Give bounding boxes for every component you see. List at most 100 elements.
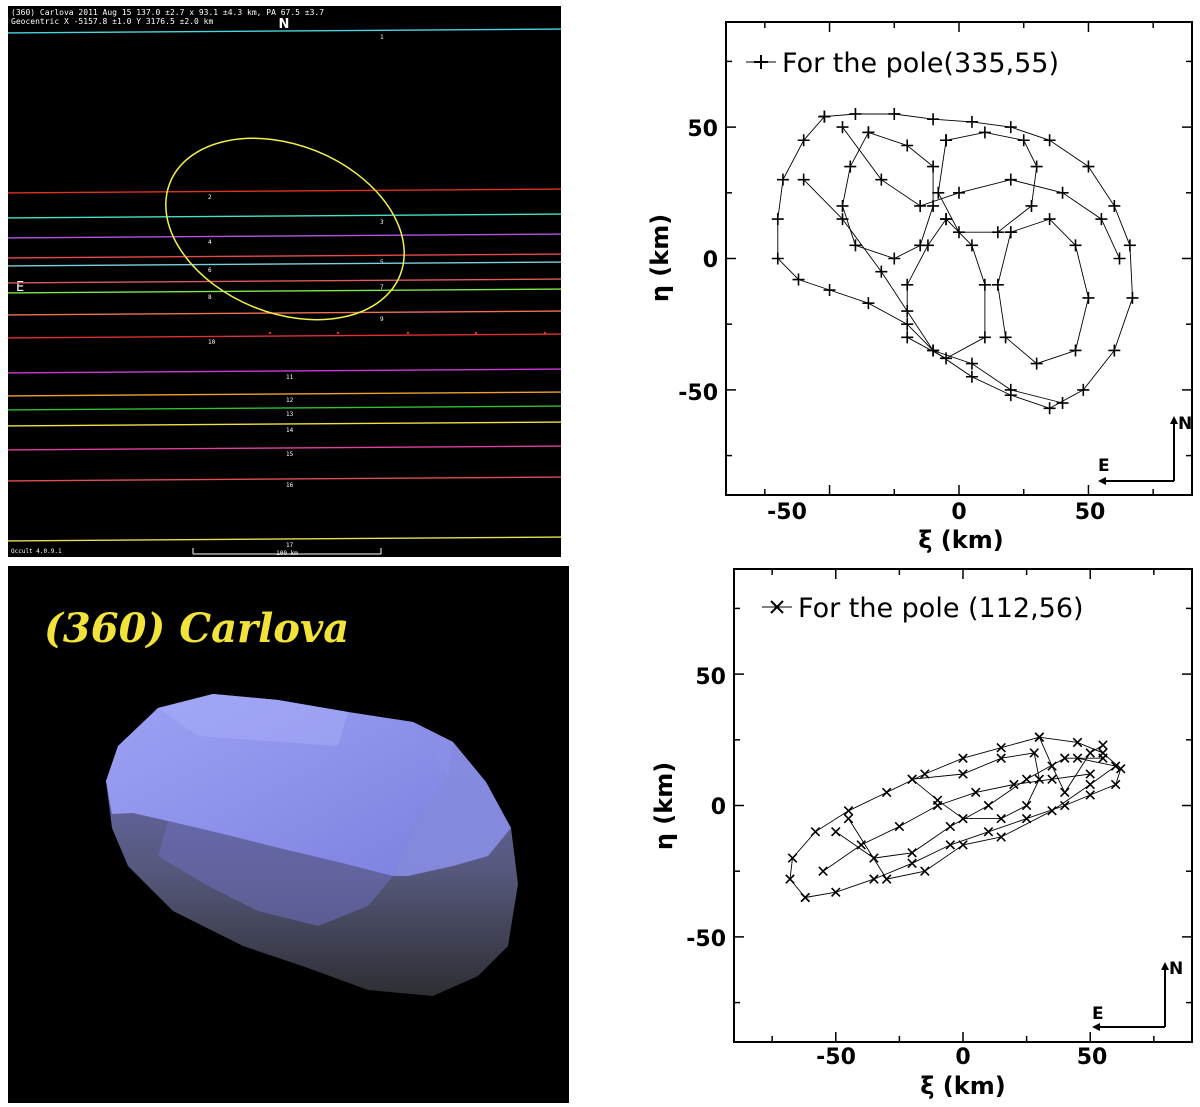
data-point-marker [1085, 790, 1095, 800]
data-point-marker [862, 297, 875, 310]
chart2-xtick-label: 0 [955, 1045, 970, 1070]
asteroid-shape [106, 694, 518, 996]
chord-label: 15 [286, 451, 294, 458]
data-point-marker [792, 273, 805, 286]
data-point-marker [1034, 732, 1045, 742]
chord-line [8, 213, 561, 219]
chord-line [8, 421, 561, 427]
data-point-marker [978, 331, 991, 344]
compass-east-label: E [1092, 1004, 1104, 1024]
facet-path [911, 752, 1040, 820]
chart2-data-group [785, 732, 1126, 903]
data-point-marker [1069, 344, 1082, 357]
east-marker-label: E [16, 280, 24, 295]
data-point-marker [945, 840, 956, 850]
data-point-marker [996, 832, 1006, 842]
data-point-marker [836, 121, 849, 134]
chord-label: 12 [286, 397, 294, 404]
data-point-marker [927, 160, 940, 173]
data-point-marker [881, 874, 892, 884]
chord-line [8, 333, 561, 339]
chord-line [8, 253, 561, 259]
chord-label: 13 [286, 411, 294, 418]
compass-north-arrowhead [1161, 962, 1169, 970]
data-point-marker [996, 753, 1006, 763]
chart1-ticks [726, 22, 1192, 495]
chord-label: 1 [380, 34, 384, 41]
data-point-marker [869, 874, 879, 884]
data-point-marker [1021, 774, 1032, 784]
data-point-marker [843, 813, 854, 824]
data-point-marker [1030, 160, 1043, 173]
data-point-marker [1056, 397, 1069, 410]
data-point-marker [907, 848, 917, 858]
data-point-marker [1123, 239, 1136, 252]
data-point-marker [940, 352, 953, 365]
miss-point [543, 331, 547, 335]
data-point-marker [1115, 763, 1126, 774]
chord-label: 4 [208, 239, 212, 246]
facet-path [842, 131, 934, 259]
data-point-marker [914, 199, 927, 212]
data-point-marker [843, 805, 854, 816]
data-point-marker [875, 173, 888, 186]
data-point-marker [1047, 805, 1057, 816]
data-point-marker [907, 774, 917, 784]
chart2-ticks [734, 569, 1192, 1042]
chart1-ytick-label: 0 [703, 248, 718, 273]
data-point-marker [1009, 779, 1019, 790]
fitted-ellipse [165, 137, 405, 321]
data-point-marker [1060, 787, 1070, 798]
data-point-marker [1043, 402, 1056, 415]
data-point-marker [1085, 769, 1095, 779]
chart2-xtick-label: -50 [816, 1045, 856, 1070]
chord-label: 9 [380, 316, 384, 323]
chart1-xtick-label: 50 [1075, 500, 1106, 525]
chord-label: 6 [208, 267, 212, 274]
chart2-xlabel: ξ (km) [920, 1072, 1005, 1100]
data-point-marker [1095, 213, 1108, 226]
miss-point [406, 331, 410, 335]
facet-path [822, 773, 1091, 872]
data-point-marker [849, 239, 862, 252]
data-point-marker [901, 278, 914, 291]
data-point-marker [831, 827, 841, 837]
data-point-marker [1082, 160, 1095, 173]
miss-point [336, 331, 340, 335]
chart1-xtick-label: 0 [951, 500, 966, 525]
data-point-marker [1085, 748, 1095, 758]
occultation-svg: (360) Carlova 2011 Aug 15 137.0 ±2.7 x 9… [8, 8, 561, 557]
chord-label: 2 [208, 194, 212, 201]
chord-label: 17 [286, 542, 294, 549]
chord-line [8, 391, 561, 397]
data-point-marker [888, 107, 901, 120]
data-point-marker [965, 357, 978, 370]
chord-line [8, 278, 561, 284]
data-point-marker [1056, 186, 1069, 199]
chart2-compass: N E [1092, 959, 1183, 1031]
chart2-ytick-label: 50 [695, 665, 726, 690]
chart1-ytick-label: 50 [687, 117, 718, 142]
occult-footer: Occult 4.0.9.1 [11, 548, 62, 555]
data-point-marker [849, 107, 862, 120]
data-point-marker [1110, 779, 1121, 790]
occultation-header-line2: Geocentric X -5157.8 ±1.0 Y 3176.5 ±2.0 … [11, 17, 213, 26]
chord-label: 14 [286, 427, 294, 434]
data-point-marker [1072, 737, 1083, 748]
data-point-marker [1069, 239, 1082, 252]
data-point-marker [1060, 753, 1070, 763]
compass-north-arrowhead [1170, 416, 1178, 424]
data-point-marker [965, 115, 978, 128]
chord-label: 3 [380, 219, 384, 226]
compass-east-arrowhead [1092, 1023, 1100, 1031]
data-point-marker [1043, 213, 1056, 226]
data-point-marker [940, 213, 953, 226]
data-point-marker [996, 742, 1006, 753]
asteroid-top-face [106, 694, 453, 876]
data-point-marker [862, 126, 875, 139]
chord-line [8, 476, 561, 482]
data-point-marker [1021, 813, 1032, 824]
compass-east-label: E [1098, 456, 1110, 476]
chord-line [8, 536, 561, 542]
